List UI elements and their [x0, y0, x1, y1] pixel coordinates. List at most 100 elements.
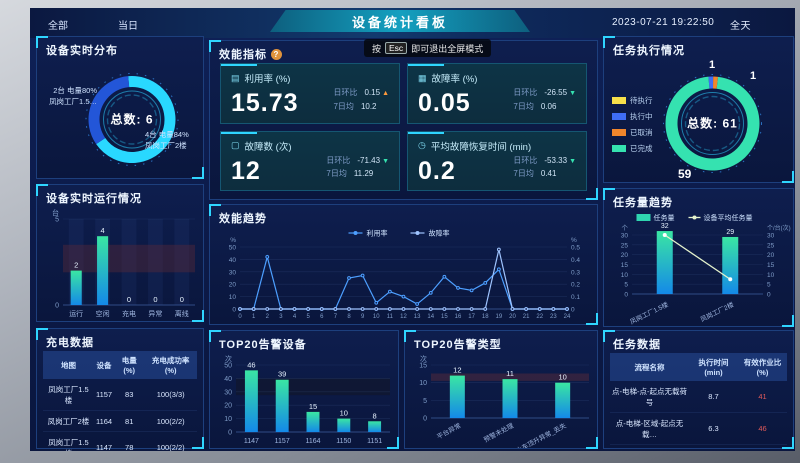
svg-text:50: 50: [224, 363, 232, 370]
svg-text:30: 30: [621, 233, 629, 240]
svg-text:个/台(次): 个/台(次): [767, 224, 791, 232]
svg-text:40: 40: [224, 376, 232, 383]
svg-text:平台异常: 平台异常: [435, 421, 462, 441]
panel-efficiency-kpi: 效能指标? ▤ 利用率 (%) 15.73 日环比 0.15 ▲ 7日均 10.2 ▦…: [209, 40, 598, 200]
panel-title: 任务执行情况: [613, 45, 685, 57]
panel-task-data: 任务数据 流程名称 执行时间(min) 有效作业比(%) 点-电梯-点-起点无载荷号 8…: [603, 330, 794, 451]
svg-text:1147: 1147: [244, 438, 259, 445]
help-icon[interactable]: ?: [271, 49, 282, 60]
kpi-card-recovery-time: ◷ 平均故障恢复时间 (min) 0.2 日环比 -53.33 ▼ 7日均 0.41: [407, 130, 587, 191]
table-row[interactable]: 点-电梯-点-起点有载荷号10.842: [610, 444, 787, 451]
panel-top-alarm-devices: TOP20告警设备 0 10 20 30 40 50 次 46 1147 39 1157 15 1164…: [209, 330, 399, 449]
top-alarm-types-bar-chart: 0 5 10 15 次 12 平台异常 11 预警未处理 10 AGV小车顶升异常_丢失: [405, 351, 597, 451]
table-cell: 41: [737, 381, 787, 413]
filter-tab-all[interactable]: 全部: [48, 21, 68, 32]
svg-text:20: 20: [224, 403, 232, 410]
svg-text:1157: 1157: [275, 438, 290, 445]
legend-item[interactable]: 已完成: [612, 143, 653, 154]
svg-text:50: 50: [229, 245, 237, 252]
svg-text:凤岗工厂2楼: 凤岗工厂2楼: [699, 299, 736, 323]
svg-text:0.3: 0.3: [571, 269, 580, 276]
svg-text:15: 15: [621, 262, 629, 269]
panel-title: 效能指标?: [210, 41, 597, 63]
svg-text:40: 40: [229, 257, 237, 264]
legend-item[interactable]: 待执行: [612, 95, 653, 106]
kpi-label: 平均故障恢复时间 (min): [430, 141, 532, 153]
svg-text:4: 4: [293, 314, 297, 320]
legend-swatch: [612, 145, 626, 152]
table-cell: 1147: [93, 431, 115, 451]
svg-text:5: 5: [55, 217, 59, 224]
svg-text:5: 5: [767, 282, 771, 289]
svg-text:设备平均任务量: 设备平均任务量: [704, 213, 753, 222]
table-cell: 6.3: [688, 412, 738, 445]
toast-text-suffix: 即可退出全屏模式: [411, 43, 484, 54]
time-range-selector[interactable]: 全天: [730, 21, 751, 32]
svg-text:7: 7: [334, 314, 338, 320]
datetime-display: 2023-07-21 19:22:50: [612, 17, 715, 28]
svg-text:10: 10: [621, 272, 629, 279]
table-row[interactable]: 凤岗工厂1.5楼 1157 83 100(3/3): [43, 379, 197, 411]
panel-title: 效能趋势: [219, 213, 267, 225]
svg-text:凤岗工厂1.5楼: 凤岗工厂1.5楼: [628, 299, 670, 326]
svg-text:30: 30: [767, 233, 775, 240]
panel-title: 任务数据: [613, 339, 661, 351]
svg-text:1164: 1164: [305, 438, 320, 445]
svg-text:30: 30: [224, 389, 232, 396]
svg-text:25: 25: [767, 242, 775, 249]
kpi-meta: 日环比 0.15 ▲ 7日均 10.2: [333, 88, 389, 111]
legend-item[interactable]: 执行中: [612, 111, 653, 122]
svg-text:空闲: 空闲: [96, 309, 110, 318]
svg-text:0.1: 0.1: [571, 294, 580, 301]
table-cell: 78: [114, 431, 145, 451]
svg-text:运行: 运行: [69, 309, 83, 318]
svg-text:离线: 离线: [175, 309, 189, 318]
table-row[interactable]: 点-电梯-区域-起点无载… 6.3 46: [610, 412, 787, 445]
svg-text:15: 15: [767, 262, 775, 269]
table-row[interactable]: 凤岗工厂2楼 1164 81 100(2/2): [43, 410, 197, 432]
panel-title: 设备实时分布: [46, 45, 118, 57]
utilization-icon: ▤: [231, 72, 240, 83]
kpi-value: 15.73: [231, 89, 299, 117]
table-row[interactable]: 凤岗工厂1.5楼114778100(2/2): [43, 431, 197, 451]
panel-device-runtime: 设备实时运行情况 0 5 台 2 运行 4 空闲 0 充电 0 异常 0 离线: [36, 184, 204, 322]
donut-callout-cancelled: 1: [750, 70, 757, 82]
table-cell: 凤岗工厂1.5楼: [43, 379, 94, 411]
panel-charging-data: 充电数据 地图 设备 电量(%) 充电成功率(%) 凤岗工厂1.5楼 1157 83 100(…: [36, 328, 204, 451]
trend-arrow-icon: ▼: [569, 90, 576, 98]
device-distribution-donut-chart: 总数: 6: [37, 57, 203, 178]
kpi-meta: 日环比 -26.55 ▼ 7日均 0.06: [513, 88, 576, 111]
svg-text:6: 6: [320, 314, 324, 320]
legend-swatch: [612, 129, 626, 136]
svg-text:1: 1: [252, 314, 256, 320]
trend-arrow-icon: ▼: [382, 157, 389, 165]
svg-text:22: 22: [536, 314, 543, 320]
task-status-legend: 待执行执行中已取消已完成: [612, 95, 653, 159]
svg-text:1150: 1150: [336, 438, 351, 445]
svg-text:0: 0: [228, 430, 232, 437]
svg-text:0: 0: [232, 307, 236, 314]
svg-text:利用率: 利用率: [367, 229, 388, 238]
svg-text:0: 0: [55, 303, 59, 310]
top-header-bar: 全部 当日 设备统计看板 2023-07-21 19:22:50 全天: [30, 8, 795, 38]
svg-text:0.2: 0.2: [571, 282, 580, 289]
svg-text:20: 20: [621, 252, 629, 259]
page-title: 设备统计看板: [351, 14, 448, 30]
task-status-donut-chart: 总数: 61: [604, 57, 793, 182]
svg-text:个: 个: [622, 224, 629, 232]
svg-text:25: 25: [621, 242, 629, 249]
svg-text:0: 0: [423, 416, 427, 423]
svg-text:15: 15: [441, 314, 448, 320]
kpi-meta: 日环比 -71.43 ▼ 7日均 11.29: [326, 155, 389, 179]
table-row[interactable]: 点-电梯-点-起点无载荷号 8.7 41: [610, 381, 787, 413]
svg-text:0: 0: [127, 295, 131, 304]
svg-text:16: 16: [455, 314, 462, 320]
kpi-card-utilization: ▤ 利用率 (%) 15.73 日环比 0.15 ▲ 7日均 10.2: [220, 63, 400, 124]
donut-callout-left: 2台 电量80% 凤岗工厂1.5…: [49, 86, 97, 107]
kpi-label: 故障数 (次): [244, 141, 292, 153]
filter-tab-today[interactable]: 当日: [118, 21, 138, 32]
legend-item[interactable]: 已取消: [612, 127, 653, 138]
svg-text:11: 11: [506, 369, 514, 378]
svg-text:0: 0: [238, 314, 242, 320]
